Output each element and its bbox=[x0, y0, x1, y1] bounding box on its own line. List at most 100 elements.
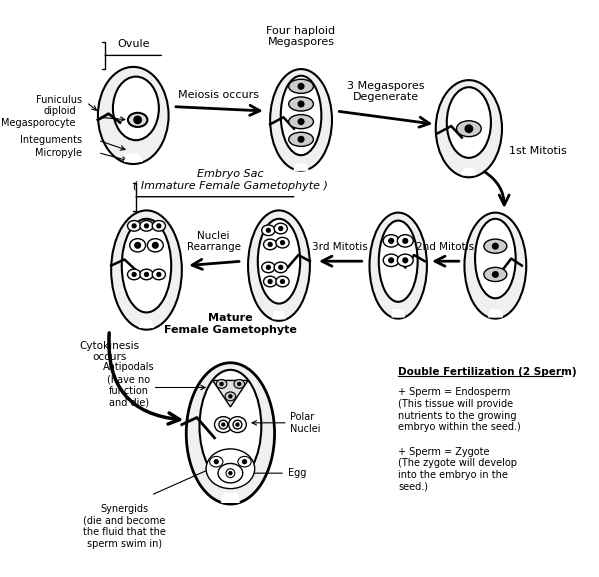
Circle shape bbox=[228, 394, 232, 399]
Ellipse shape bbox=[152, 220, 165, 231]
Circle shape bbox=[402, 257, 409, 264]
Ellipse shape bbox=[397, 254, 413, 267]
Circle shape bbox=[388, 257, 394, 264]
Ellipse shape bbox=[276, 237, 289, 248]
Ellipse shape bbox=[128, 269, 141, 280]
Ellipse shape bbox=[397, 235, 413, 247]
Circle shape bbox=[278, 226, 283, 231]
Circle shape bbox=[156, 272, 162, 277]
Circle shape bbox=[219, 382, 224, 386]
Text: Mature
Female Gametophyte: Mature Female Gametophyte bbox=[164, 313, 297, 335]
Text: + Sperm = Zygote
(The zygote will develop
into the embryo in the
seed.): + Sperm = Zygote (The zygote will develo… bbox=[398, 447, 517, 492]
Text: Four haploid
Megaspores: Four haploid Megaspores bbox=[267, 26, 335, 47]
Text: 1st Mitotis: 1st Mitotis bbox=[509, 146, 567, 156]
Ellipse shape bbox=[140, 220, 153, 231]
Polygon shape bbox=[488, 310, 503, 317]
Text: Cytokinesis
occurs: Cytokinesis occurs bbox=[79, 340, 140, 362]
Circle shape bbox=[156, 223, 162, 228]
Text: Egg: Egg bbox=[288, 468, 306, 478]
Text: Nuclei
Rearrange: Nuclei Rearrange bbox=[187, 231, 241, 252]
Circle shape bbox=[233, 420, 242, 429]
Circle shape bbox=[298, 100, 304, 107]
Polygon shape bbox=[140, 320, 153, 327]
Text: 3 Megaspores
Degenerate: 3 Megaspores Degenerate bbox=[347, 81, 425, 102]
Ellipse shape bbox=[435, 80, 502, 177]
Text: Ovule: Ovule bbox=[117, 39, 150, 49]
Ellipse shape bbox=[264, 239, 277, 250]
Circle shape bbox=[266, 265, 271, 270]
Ellipse shape bbox=[218, 463, 243, 483]
Ellipse shape bbox=[152, 269, 165, 280]
Polygon shape bbox=[392, 310, 404, 317]
Ellipse shape bbox=[281, 76, 322, 155]
Ellipse shape bbox=[370, 212, 427, 319]
Circle shape bbox=[144, 223, 149, 228]
Text: Synergids
(die and become
the fluid that the
sperm swim in): Synergids (die and become the fluid that… bbox=[83, 504, 166, 549]
Ellipse shape bbox=[447, 87, 491, 158]
Circle shape bbox=[144, 272, 149, 277]
Circle shape bbox=[298, 118, 304, 125]
Circle shape bbox=[214, 459, 219, 464]
Polygon shape bbox=[462, 168, 476, 175]
Circle shape bbox=[152, 242, 159, 249]
Ellipse shape bbox=[130, 239, 146, 252]
Ellipse shape bbox=[216, 380, 227, 388]
Ellipse shape bbox=[383, 254, 399, 267]
Circle shape bbox=[298, 83, 304, 90]
Circle shape bbox=[219, 420, 228, 429]
Circle shape bbox=[298, 136, 304, 143]
Ellipse shape bbox=[238, 456, 251, 467]
Circle shape bbox=[266, 228, 271, 233]
Circle shape bbox=[268, 242, 273, 247]
Ellipse shape bbox=[128, 220, 141, 231]
Ellipse shape bbox=[289, 132, 313, 147]
Circle shape bbox=[402, 238, 409, 244]
Ellipse shape bbox=[111, 211, 182, 329]
Ellipse shape bbox=[206, 449, 255, 489]
Circle shape bbox=[268, 279, 273, 284]
Ellipse shape bbox=[225, 392, 235, 401]
Ellipse shape bbox=[276, 276, 289, 287]
Ellipse shape bbox=[248, 211, 310, 321]
Ellipse shape bbox=[140, 269, 153, 280]
Ellipse shape bbox=[484, 267, 507, 282]
Ellipse shape bbox=[274, 262, 288, 273]
Ellipse shape bbox=[475, 219, 516, 298]
Ellipse shape bbox=[186, 363, 274, 504]
Ellipse shape bbox=[289, 115, 313, 129]
Circle shape bbox=[131, 223, 137, 228]
Ellipse shape bbox=[289, 97, 313, 111]
Text: + Sperm = Endosperm
(This tissue will provide
nutrients to the growing
embryo wi: + Sperm = Endosperm (This tissue will pr… bbox=[398, 388, 521, 432]
Ellipse shape bbox=[274, 223, 288, 234]
Ellipse shape bbox=[262, 225, 275, 235]
Ellipse shape bbox=[128, 113, 147, 127]
Text: 3rd Mitotis: 3rd Mitotis bbox=[312, 242, 368, 252]
Ellipse shape bbox=[383, 235, 399, 247]
Circle shape bbox=[492, 243, 499, 250]
Text: Integuments: Integuments bbox=[20, 135, 82, 145]
Circle shape bbox=[278, 265, 283, 270]
Text: Meiosis occurs: Meiosis occurs bbox=[179, 89, 259, 100]
Text: Double Fertilization (2 Sperm): Double Fertilization (2 Sperm) bbox=[398, 367, 577, 377]
Polygon shape bbox=[273, 312, 285, 319]
Ellipse shape bbox=[214, 417, 232, 433]
Ellipse shape bbox=[270, 69, 332, 171]
Ellipse shape bbox=[147, 239, 164, 252]
Circle shape bbox=[235, 422, 240, 427]
Circle shape bbox=[228, 471, 232, 475]
Polygon shape bbox=[125, 154, 142, 162]
Polygon shape bbox=[294, 164, 308, 170]
Text: Antipodals
(have no
function
and die): Antipodals (have no function and die) bbox=[103, 362, 155, 407]
Ellipse shape bbox=[379, 220, 418, 302]
Ellipse shape bbox=[456, 121, 481, 137]
Ellipse shape bbox=[484, 239, 507, 253]
Circle shape bbox=[242, 459, 247, 464]
Ellipse shape bbox=[258, 219, 300, 304]
Circle shape bbox=[221, 422, 226, 427]
Circle shape bbox=[280, 240, 285, 245]
Circle shape bbox=[492, 271, 499, 278]
Ellipse shape bbox=[264, 276, 277, 287]
Ellipse shape bbox=[113, 77, 159, 140]
Ellipse shape bbox=[210, 456, 223, 467]
Polygon shape bbox=[213, 380, 248, 407]
